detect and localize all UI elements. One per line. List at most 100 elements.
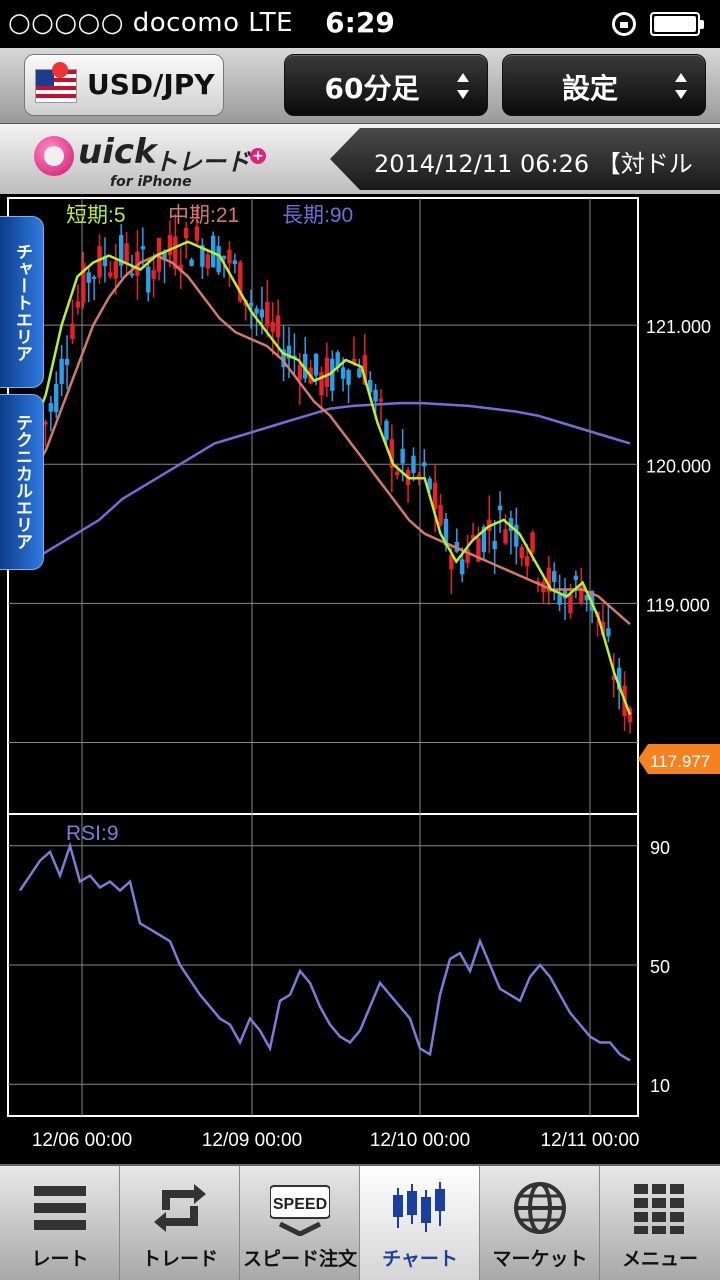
candle-body bbox=[281, 349, 286, 368]
candle-body bbox=[373, 389, 378, 402]
candle-body bbox=[579, 586, 584, 604]
candle-body bbox=[265, 301, 270, 327]
candle-body bbox=[162, 251, 167, 259]
tab-menu[interactable]: メニュー bbox=[600, 1166, 720, 1280]
candle-body bbox=[367, 379, 373, 393]
timeframe-select[interactable]: 60分足 bbox=[284, 54, 488, 116]
candle-body bbox=[178, 265, 183, 272]
quick-trade-logo: uick トレード + for iPhone bbox=[30, 128, 270, 190]
candle-body bbox=[427, 478, 432, 490]
candle-body bbox=[129, 273, 135, 276]
datetime-label: 2014/12/11 06:26 【対ドル bbox=[374, 150, 693, 178]
candle-body bbox=[86, 272, 91, 283]
settings-select[interactable]: 設定 bbox=[502, 54, 706, 116]
chart-icon bbox=[393, 1182, 445, 1232]
logo-plus-icon: + bbox=[250, 148, 266, 164]
candle-body bbox=[460, 559, 465, 575]
candle-body bbox=[275, 315, 281, 338]
price-tick-label: 119.000 bbox=[646, 595, 710, 615]
price-tick-label: 121.000 bbox=[646, 317, 711, 337]
bottom-tab-bar: レート トレード SPEED スピード注文 チャート bbox=[0, 1164, 720, 1280]
candle-body bbox=[481, 526, 487, 553]
rsi-line bbox=[18, 841, 631, 1062]
candle-body bbox=[400, 448, 405, 464]
candle-body bbox=[611, 675, 616, 681]
candle-body bbox=[443, 518, 449, 546]
candle-body bbox=[411, 455, 416, 473]
candle-body bbox=[573, 575, 579, 580]
candle-body bbox=[140, 246, 146, 250]
candle-body bbox=[254, 308, 259, 314]
candle-body bbox=[135, 251, 140, 276]
tab-rate[interactable]: レート bbox=[0, 1166, 120, 1280]
trade-icon bbox=[154, 1184, 206, 1232]
candle-body bbox=[259, 309, 265, 318]
tab-chart[interactable]: チャート bbox=[360, 1166, 480, 1280]
candle-body bbox=[151, 270, 156, 279]
tab-trade[interactable]: トレード bbox=[120, 1166, 240, 1280]
logo-quick-text: uick bbox=[78, 132, 157, 172]
candle-body bbox=[48, 403, 54, 412]
candle-body bbox=[530, 532, 535, 553]
last-price-label: 117.977 bbox=[650, 752, 710, 771]
chart-area-tab-label: チャートエリア bbox=[12, 242, 32, 362]
candle-body bbox=[476, 538, 481, 562]
candle-body bbox=[351, 358, 357, 364]
candle-body bbox=[200, 245, 205, 267]
candle-body bbox=[102, 256, 108, 267]
tab-rate-label: レート bbox=[31, 1248, 89, 1270]
candle-body bbox=[508, 518, 514, 531]
tab-market[interactable]: マーケット bbox=[480, 1166, 600, 1280]
logo-sub-text: for iPhone bbox=[110, 174, 192, 190]
candle-body bbox=[70, 323, 75, 340]
candle-body bbox=[183, 227, 189, 239]
candle-body bbox=[81, 263, 86, 303]
battery-icon bbox=[650, 12, 704, 36]
candle-body bbox=[357, 368, 362, 378]
candle-body bbox=[606, 628, 611, 637]
candle-body bbox=[395, 471, 400, 476]
candle-body bbox=[124, 243, 129, 263]
candle-body bbox=[519, 546, 524, 559]
legend-mid: 中期:21 bbox=[168, 204, 239, 227]
candle-body bbox=[75, 301, 81, 308]
price-tick-label: 120.000 bbox=[646, 456, 711, 476]
select-arrows-icon bbox=[675, 73, 687, 99]
candle-body bbox=[324, 357, 330, 387]
currency-pair-label: USD/JPY bbox=[87, 68, 215, 101]
rsi-tick-label: 90 bbox=[650, 838, 670, 858]
time-tick-label: 12/09 00:00 bbox=[202, 1130, 302, 1151]
price-panel-frame bbox=[7, 197, 639, 815]
candle-body bbox=[54, 383, 59, 413]
candle-body bbox=[59, 358, 64, 384]
currency-pair-button[interactable]: USD/JPY bbox=[24, 54, 224, 116]
candle-body bbox=[438, 504, 443, 526]
menu-grid-icon bbox=[634, 1184, 684, 1234]
candle-body bbox=[497, 505, 503, 511]
candle-body bbox=[297, 364, 303, 380]
candle-body bbox=[340, 367, 346, 379]
tab-menu-label: メニュー bbox=[621, 1248, 698, 1270]
candle-body bbox=[616, 667, 622, 690]
price-chart[interactable]: 短期:5 中期:21 長期:90 RSI:9 117.977 121.000 12… bbox=[0, 194, 720, 1160]
candle-body bbox=[167, 234, 173, 256]
candle-body bbox=[432, 482, 438, 510]
candle-body bbox=[416, 474, 422, 477]
candle-body bbox=[600, 621, 606, 636]
legend-long: 長期:90 bbox=[282, 204, 353, 227]
technical-area-tab[interactable]: テクニカルエリア bbox=[0, 394, 44, 570]
candle-body bbox=[118, 235, 124, 266]
rate-icon bbox=[34, 1186, 86, 1230]
candle-body bbox=[108, 272, 113, 277]
candle-body bbox=[205, 254, 210, 269]
chart-area-tab[interactable]: チャートエリア bbox=[0, 216, 44, 388]
tab-market-label: マーケット bbox=[492, 1248, 588, 1270]
grid-lines bbox=[8, 198, 638, 1116]
chart-area[interactable]: 短期:5 中期:21 長期:90 RSI:9 117.977 121.000 12… bbox=[0, 194, 720, 1160]
time-tick-label: 12/06 00:00 bbox=[32, 1130, 132, 1151]
candle-body bbox=[389, 439, 395, 468]
tab-speed-order[interactable]: SPEED スピード注文 bbox=[240, 1166, 360, 1280]
candle-body bbox=[248, 302, 254, 307]
time-tick-label: 12/10 00:00 bbox=[370, 1130, 470, 1151]
candle-body bbox=[422, 462, 427, 467]
